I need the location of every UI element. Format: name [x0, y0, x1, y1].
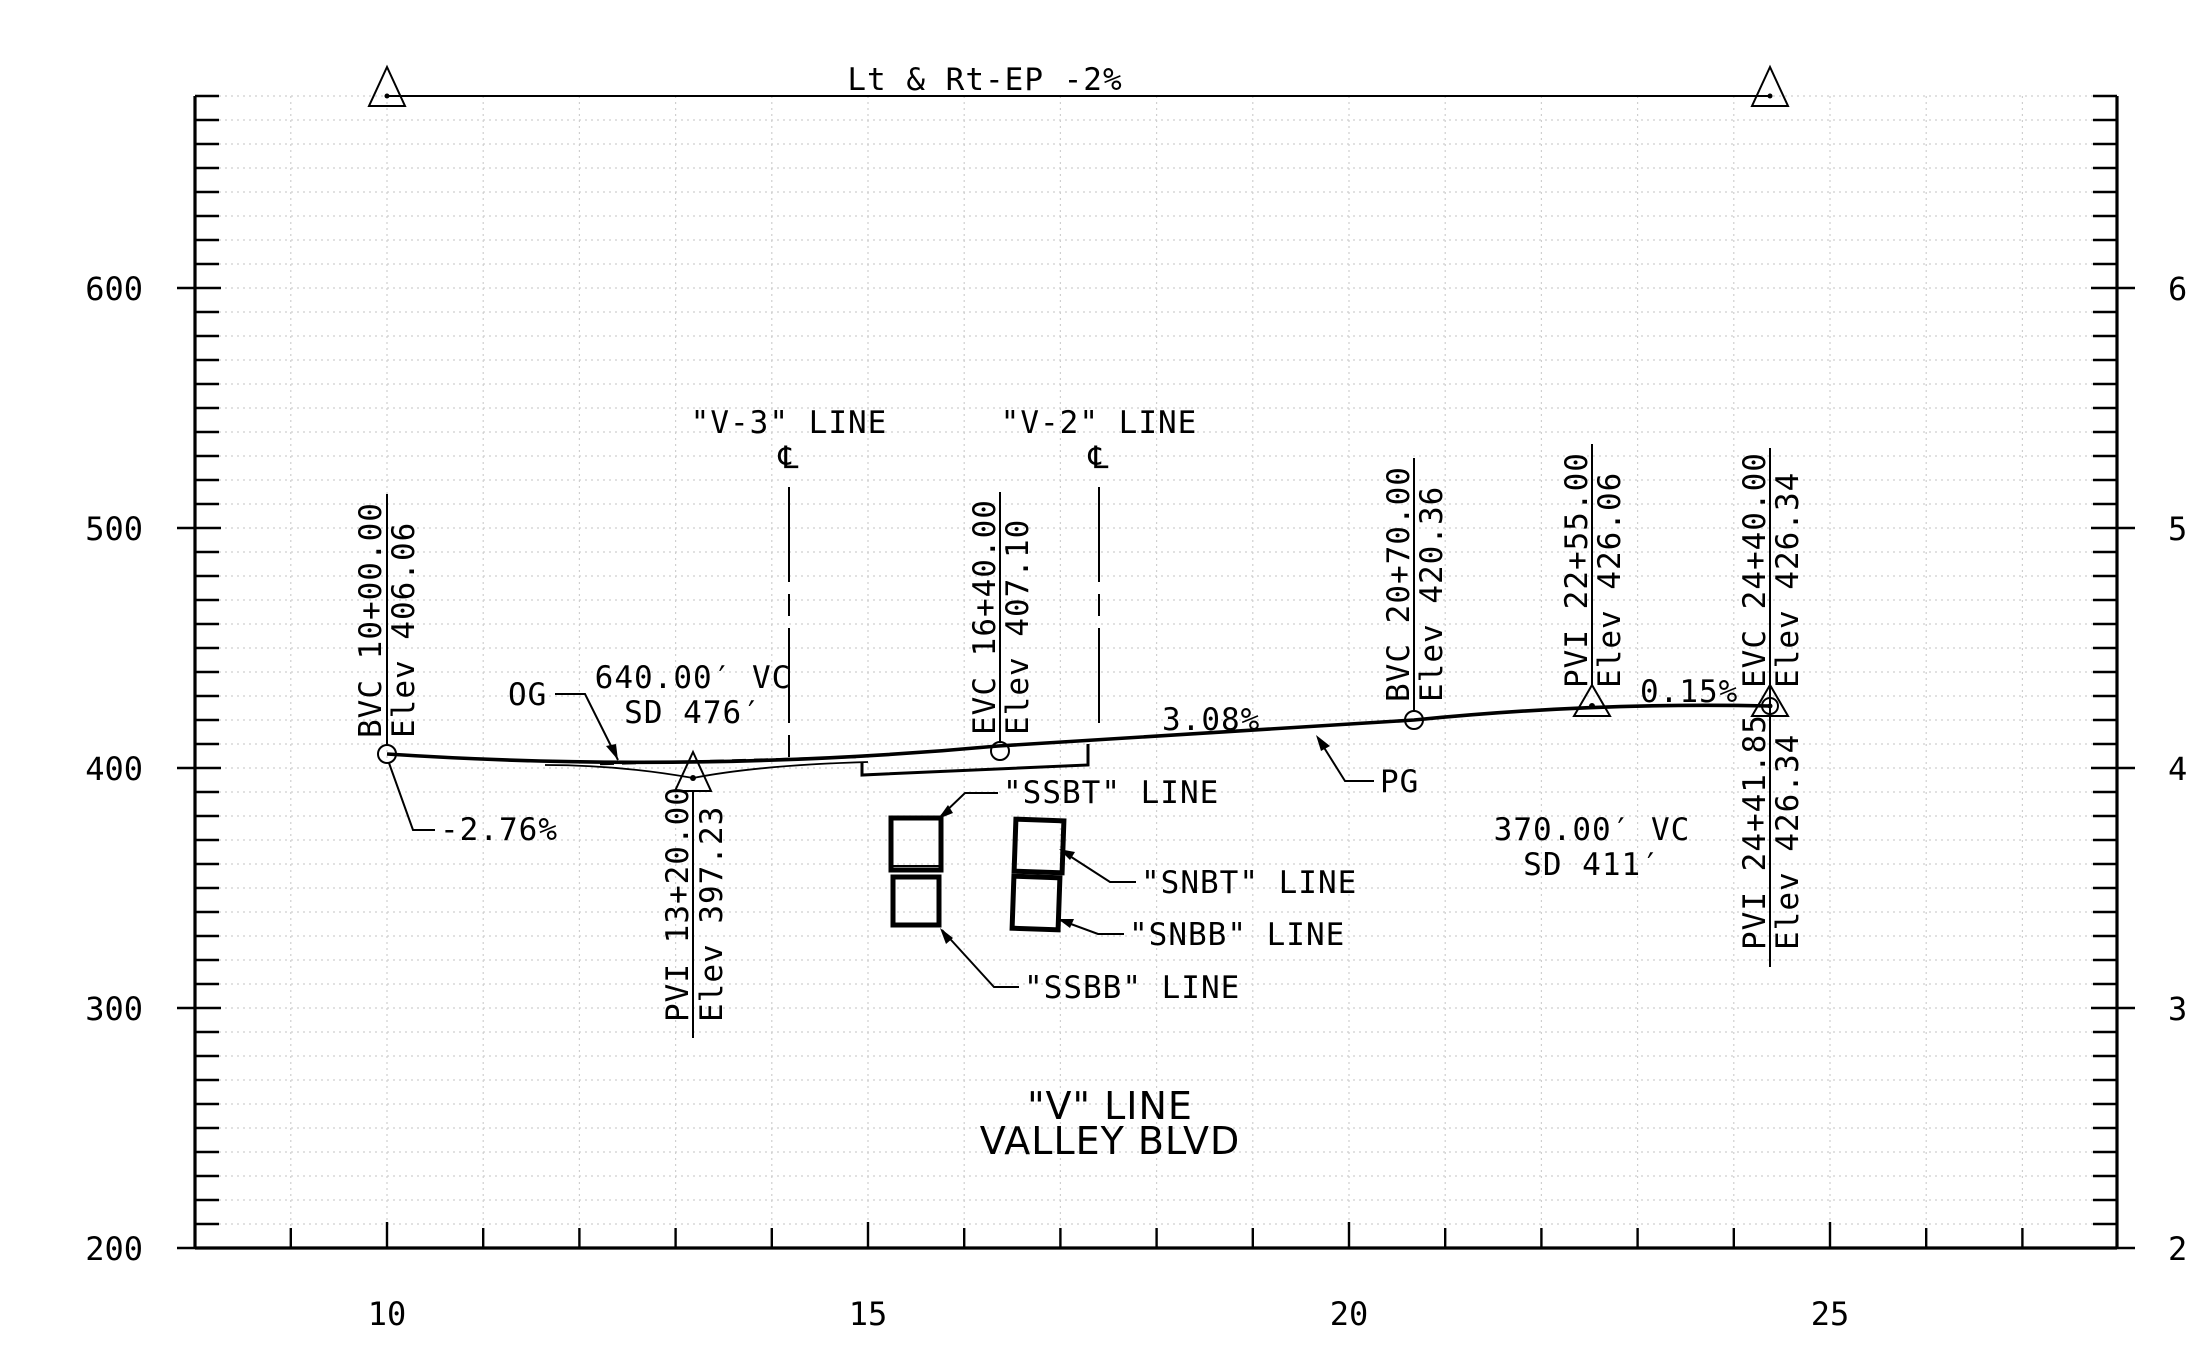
v3-line-label: "V-3" LINE — [691, 405, 888, 441]
bvc2-elevation: Elev 420.36 — [1414, 486, 1450, 702]
evc2-elevation: Elev 426.34 — [1770, 472, 1806, 688]
vc2-length: 370.00′ VC — [1494, 812, 1691, 848]
bvc1-callout: BVC 10+00.00 Elev 406.06 -2.76% — [353, 494, 558, 848]
evc1-station: EVC 16+40.00 — [967, 499, 1003, 735]
y-tick-label-right: 2 — [2168, 1230, 2187, 1268]
plot-frame — [193, 96, 2119, 1250]
top-superelevation: Lt & Rt-EP -2% — [367, 62, 1790, 107]
pvi2-elevation: Elev 426.06 — [1592, 472, 1628, 688]
y-tick-label: 400 — [85, 750, 143, 788]
ssbt-box — [888, 815, 944, 873]
x-tick-label: 20 — [1330, 1295, 1369, 1333]
snbt-label: "SNBT" LINE — [1141, 865, 1357, 901]
y-tick-label-right: 3 — [2168, 990, 2187, 1028]
bvc2-callout: BVC 20+70.00 Elev 420.36 — [1381, 458, 1450, 730]
pvi3-elevation: Elev 426.34 — [1770, 734, 1806, 950]
grade-1-label: -2.76% — [440, 812, 558, 848]
culvert-boxes — [888, 815, 1067, 933]
profile-title: "V" LINE VALLEY BLVD — [980, 1084, 1241, 1163]
pvi1-station: PVI 13+20.00 — [660, 786, 696, 1022]
y-tick-label-right: 5 — [2168, 510, 2187, 548]
vc1-label: 640.00′ VC SD 476′ — [595, 660, 792, 731]
bridge-structure — [860, 744, 1090, 777]
snbb-box — [1009, 873, 1063, 933]
x-tick-label: 15 — [849, 1295, 888, 1333]
triangle-marker-icon — [1750, 64, 1790, 107]
y-tick-label: 500 — [85, 510, 143, 548]
ssbb-label: "SSBB" LINE — [1024, 970, 1240, 1006]
pvi2-callout: PVI 22+55.00 Elev 426.06 — [1559, 444, 1628, 717]
snbt-box — [1011, 816, 1067, 876]
vc1-length: 640.00′ VC — [595, 660, 792, 696]
y-tick-label: 200 — [85, 1230, 143, 1268]
x-tick-label: 25 — [1811, 1295, 1850, 1333]
vc2-label: 370.00′ VC SD 411′ — [1494, 812, 1691, 883]
triangle-marker-icon — [367, 64, 407, 107]
ssbb-box — [890, 874, 942, 928]
evc1-elevation: Elev 407.10 — [1000, 519, 1036, 735]
title-line-2: VALLEY BLVD — [980, 1119, 1241, 1163]
bvc1-station: BVC 10+00.00 — [353, 502, 389, 738]
title-line-1: "V" LINE — [1027, 1084, 1193, 1128]
x-axis-labels: 10 15 20 25 — [368, 1295, 1850, 1333]
pvi3-station: PVI 24+41.85 — [1737, 714, 1773, 950]
grade-2-label: 3.08% — [1162, 702, 1260, 738]
vc1-sight-distance: SD 476′ — [624, 695, 762, 731]
profile-grade-line: 3.08% PG 0.15% — [386, 674, 1771, 800]
pvi1-callout: PVI 13+20.00 Elev 397.23 — [660, 749, 730, 1038]
y-axis-left-labels: 600 500 400 300 200 — [85, 270, 143, 1268]
v2-centerline-icon: ℄ — [1088, 440, 1110, 476]
snbb-label: "SNBB" LINE — [1129, 917, 1345, 953]
pvi2-station: PVI 22+55.00 — [1559, 452, 1595, 688]
v2-line-label: "V-2" LINE — [1001, 405, 1198, 441]
y-tick-label: 600 — [85, 270, 143, 308]
y-tick-label: 300 — [85, 990, 143, 1028]
culvert-labels: "SSBT" LINE "SNBT" LINE "SNBB" LINE "SSB… — [938, 775, 1357, 1006]
v2-line-callout: "V-2" LINE ℄ — [1001, 405, 1198, 730]
triangle-marker-icon — [673, 749, 713, 792]
bvc2-station: BVC 20+70.00 — [1381, 466, 1417, 702]
bvc1-elevation: Elev 406.06 — [386, 522, 422, 738]
y-axis-right-labels: 6 5 4 3 2 — [2168, 270, 2187, 1268]
evc2-pvi3-callout: EVC 24+40.00 Elev 426.34 PVI 24+41.85 El… — [1737, 448, 1806, 967]
ssbt-label: "SSBT" LINE — [1003, 775, 1219, 811]
evc1-callout: EVC 16+40.00 Elev 407.10 — [967, 492, 1036, 761]
y-tick-label-right: 6 — [2168, 270, 2187, 308]
x-tick-label: 10 — [368, 1295, 407, 1333]
triangle-marker-icon — [1572, 683, 1612, 717]
v3-centerline-icon: ℄ — [778, 440, 800, 476]
evc2-station: EVC 24+40.00 — [1737, 452, 1773, 688]
grade-3-label: 0.15% — [1640, 674, 1738, 710]
pg-label: PG — [1380, 764, 1419, 800]
pvi1-elevation: Elev 397.23 — [694, 806, 730, 1022]
v3-line-callout: "V-3" LINE ℄ — [691, 405, 888, 760]
y-tick-label-right: 4 — [2168, 750, 2187, 788]
og-label: OG — [508, 677, 547, 713]
axis-ticks — [177, 94, 2135, 1250]
top-note: Lt & Rt-EP -2% — [847, 62, 1122, 98]
vc2-sight-distance: SD 411′ — [1523, 847, 1661, 883]
